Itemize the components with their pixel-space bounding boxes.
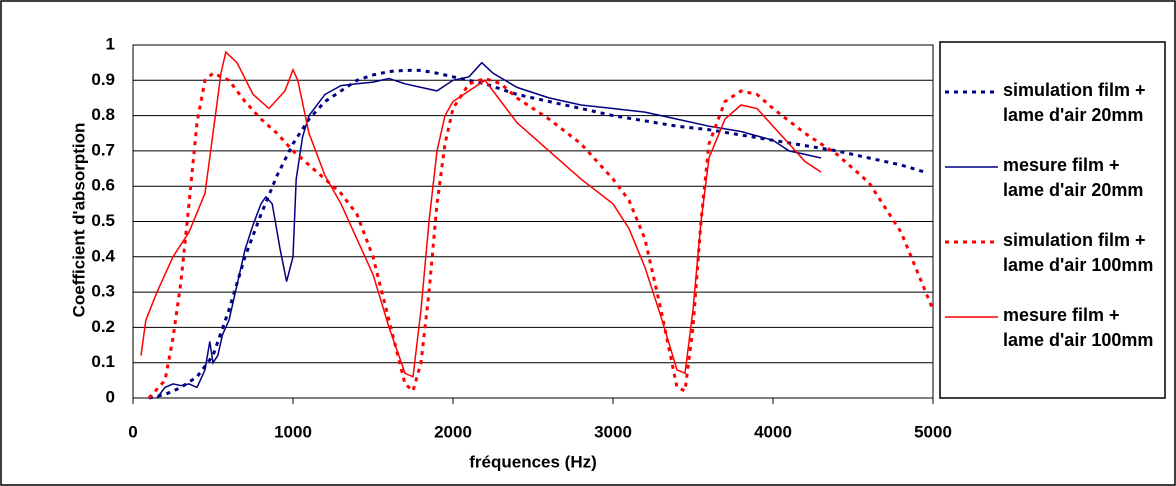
plot-area (132, 44, 934, 399)
legend-label: simulation film + lame d'air 100mm (1003, 230, 1154, 275)
x-tick-label: 5000 (914, 422, 952, 441)
y-tick-label: 0.3 (91, 282, 115, 301)
legend-label: mesure film + lame d'air 100mm (1003, 305, 1154, 350)
legend-label: mesure film + lame d'air 20mm (1003, 155, 1144, 200)
x-tick-label: 0 (128, 422, 137, 441)
y-tick-label: 0.8 (91, 105, 115, 124)
legend-box (939, 41, 1166, 399)
legend-label: simulation film + lame d'air 20mm (1003, 80, 1146, 125)
y-axis-title: Coefficient d'absorption (69, 123, 88, 318)
series-line (140, 50, 822, 378)
y-tick-label: 0 (106, 387, 115, 406)
x-tick-label: 4000 (754, 422, 792, 441)
y-tick-label: 0.4 (91, 246, 115, 265)
series-line (156, 61, 822, 399)
y-tick-label: 0.2 (91, 317, 115, 336)
y-tick-label: 0.1 (91, 352, 115, 371)
x-axis-title: fréquences (Hz) (469, 452, 597, 471)
y-tick-label: 1 (106, 34, 115, 53)
y-tick-label: 0.7 (91, 140, 115, 159)
y-tick-label: 0.6 (91, 176, 115, 195)
y-tick-label: 0.9 (91, 70, 115, 89)
x-tick-label: 3000 (594, 422, 632, 441)
x-tick-label: 1000 (274, 422, 312, 441)
y-tick-label: 0.5 (91, 211, 115, 230)
series-line (147, 71, 935, 400)
x-tick-label: 2000 (434, 422, 472, 441)
